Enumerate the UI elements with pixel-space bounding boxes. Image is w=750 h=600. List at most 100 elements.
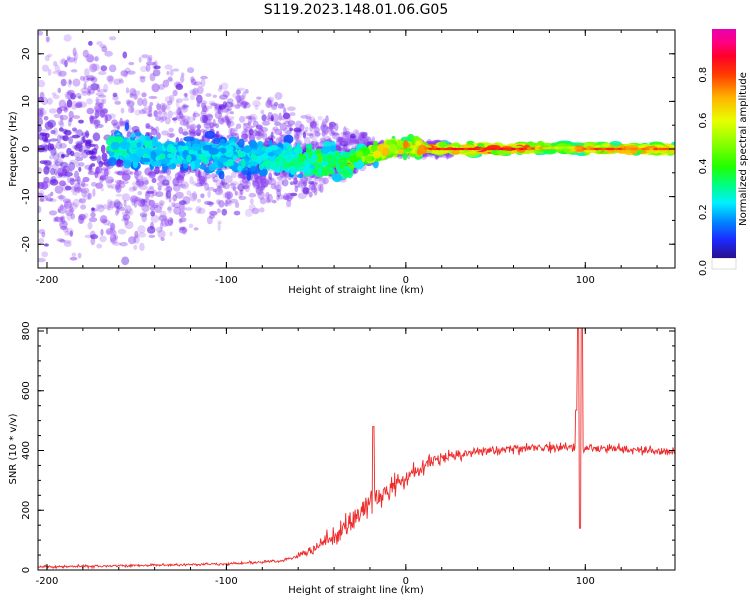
spectral-blob <box>94 125 99 129</box>
spectral-blob <box>201 107 209 113</box>
ridge-blob <box>218 157 228 163</box>
ridge-blob <box>268 140 273 147</box>
y-tick-label: -20 <box>21 236 32 252</box>
spectral-blob <box>62 198 71 204</box>
spectral-blob <box>116 125 120 130</box>
spectral-blob <box>162 179 170 186</box>
spectral-blob <box>99 215 108 224</box>
spectral-blob <box>182 103 188 110</box>
ridge-blob <box>353 160 364 170</box>
colorbar-label: Normalized spectral amplitude <box>738 72 749 226</box>
spectral-blob <box>38 205 42 213</box>
spectral-blob <box>260 127 269 133</box>
spectral-blob <box>51 92 57 96</box>
spectral-blob <box>295 135 300 139</box>
ridge-blob <box>110 141 120 150</box>
spectral-blob <box>181 115 186 122</box>
spectral-blob <box>229 183 236 187</box>
spectral-blob <box>202 104 207 112</box>
spectral-blob <box>75 156 84 162</box>
ridge-blob <box>177 157 183 166</box>
ridge-blob <box>290 166 296 176</box>
spectral-blob <box>167 206 172 211</box>
colorbar-extend-low <box>711 257 737 270</box>
spectral-blob <box>88 217 98 223</box>
spectral-blob <box>226 118 233 124</box>
spectral-blob <box>243 102 251 109</box>
spectral-blob <box>172 111 180 115</box>
ridge-blob <box>438 141 447 148</box>
spectral-blob <box>196 175 205 182</box>
spectral-blob <box>266 115 271 120</box>
ridge-blob <box>220 147 227 154</box>
spectral-blob <box>243 104 247 109</box>
spectral-blob <box>267 176 272 185</box>
ridge-blob <box>317 167 323 175</box>
spectral-blob <box>234 104 241 109</box>
spectral-blob <box>134 170 139 180</box>
spectral-blob <box>44 121 54 130</box>
spectral-blob <box>92 119 101 128</box>
spectral-blob <box>193 111 198 115</box>
spectral-blob <box>132 181 137 187</box>
spectral-blob <box>137 198 146 207</box>
spectral-blob <box>46 97 53 105</box>
ridge-blob <box>194 159 200 170</box>
spectral-blob <box>331 132 340 140</box>
spectral-blob <box>151 177 157 183</box>
spectral-blob <box>122 214 127 221</box>
spectral-blob <box>141 214 147 223</box>
spectral-blob <box>87 171 97 175</box>
colorbar-ticks: 0.0 0.2 0.4 0.6 0.8 <box>698 67 709 276</box>
spectral-blob <box>78 162 85 167</box>
spectral-blob <box>76 129 83 137</box>
spectral-blob <box>113 199 121 209</box>
spectral-blob <box>267 97 272 106</box>
spectral-blob <box>151 83 160 93</box>
spectral-blob <box>206 216 213 225</box>
spectral-blob <box>271 104 278 111</box>
spectral-blob <box>230 116 235 120</box>
spectral-blob <box>165 174 172 182</box>
spectral-blob <box>260 109 265 115</box>
spectral-blob <box>200 75 208 80</box>
ridge-blob <box>284 154 294 164</box>
spectral-blob <box>217 115 224 122</box>
spectral-blob <box>92 188 96 197</box>
spectral-blob <box>73 186 83 193</box>
spectral-blob <box>241 133 249 140</box>
colorbar-tick-label: 0.8 <box>698 67 709 83</box>
spectral-blob <box>249 198 254 205</box>
spectral-blob <box>210 102 218 107</box>
spectral-blob <box>152 61 158 70</box>
spectral-blob <box>122 214 131 221</box>
spectral-blob <box>190 78 197 86</box>
spectral-blob <box>195 182 203 187</box>
spectral-blob <box>221 208 228 216</box>
ridge-blob <box>204 130 216 139</box>
spectral-blob <box>325 115 329 123</box>
spectral-blob <box>176 82 181 88</box>
ridge-blob <box>108 157 117 167</box>
spectral-blob <box>90 83 99 91</box>
ridge-blob <box>144 139 149 149</box>
spectral-blob <box>270 115 274 122</box>
spectral-blob <box>243 180 252 188</box>
spectral-blob <box>297 181 307 189</box>
snr-y-ticks: 0 200 400 600 800 <box>21 321 675 573</box>
spectral-blob <box>242 91 246 100</box>
spectral-blob <box>105 176 114 184</box>
spectral-blob <box>255 175 264 185</box>
spectral-blob <box>274 121 281 127</box>
spectral-blob <box>157 185 162 191</box>
ridge-blob <box>270 160 278 170</box>
spectral-blob <box>294 185 299 193</box>
spectral-blob <box>351 139 360 144</box>
spectral-blob <box>124 67 131 74</box>
spectral-blob <box>252 129 258 137</box>
spectral-blob <box>200 102 207 109</box>
spectral-blob <box>131 197 136 206</box>
ridge-blob <box>208 163 217 171</box>
spectral-blob <box>303 180 308 187</box>
spectral-blob <box>82 135 86 143</box>
